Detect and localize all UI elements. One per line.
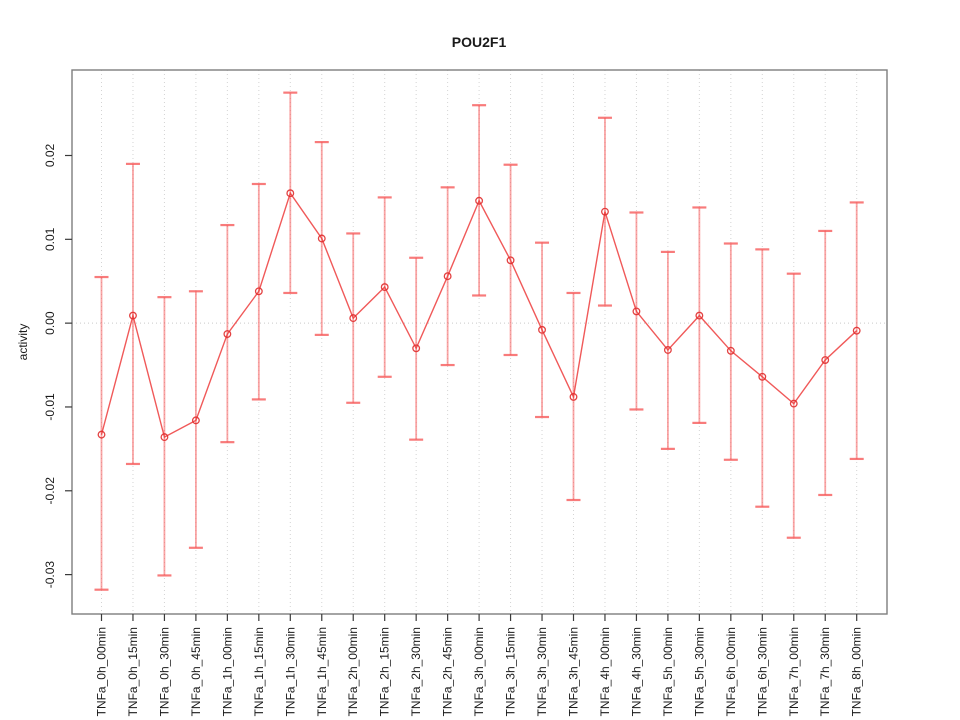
data-point [191,416,200,425]
chart-title: POU2F1 [452,34,507,50]
data-point [129,311,137,320]
x-tick-label: TNFa_3h_45min [567,627,581,716]
x-tick-label: TNFa_4h_30min [629,627,643,716]
data-point [852,326,861,335]
data-point [632,307,641,316]
data-point [663,346,672,354]
x-tick-label: TNFa_7h_30min [818,627,832,716]
data-point [821,356,830,364]
x-tick-label: TNFa_7h_00min [787,627,801,716]
data-point [349,314,358,323]
data-point [506,256,515,265]
x-tick-label: TNFa_1h_30min [283,627,297,716]
data-point [538,325,546,334]
x-tick-label: TNFa_3h_15min [504,627,518,716]
data-point [380,283,389,292]
data-point [758,372,767,381]
y-tick-label: 0.01 [43,227,57,251]
x-tick-label: TNFa_1h_45min [315,627,329,716]
x-tick-label: TNFa_2h_45min [441,627,455,716]
data-point [412,344,421,353]
y-tick-label: -0.01 [43,393,57,421]
data-point [223,330,232,338]
x-tick-label: TNFa_0h_45min [189,627,203,716]
x-tick-label: TNFa_8h_00min [850,627,864,716]
data-point [254,287,263,296]
data-point [601,207,609,216]
y-tick-label: 0.00 [43,311,57,335]
x-tick-label: TNFa_5h_00min [661,627,675,716]
x-tick-label: TNFa_2h_15min [378,627,392,716]
x-tick-label: TNFa_0h_00min [95,627,109,716]
data-point [695,311,704,320]
series-line [100,191,858,439]
x-tick-label: TNFa_1h_00min [220,627,234,716]
x-tick-label: TNFa_3h_30min [535,627,549,716]
data-point [443,272,452,281]
data-point [317,234,326,243]
y-tick-label: 0.02 [43,143,57,167]
x-tick-label: TNFa_1h_15min [252,627,266,716]
data-point [569,392,578,401]
data-point [160,433,169,442]
x-tick-label: TNFa_0h_15min [126,627,140,716]
y-tick-label: -0.03 [43,561,57,589]
x-tick-label: TNFa_5h_30min [692,627,706,716]
data-point [789,399,798,408]
data-point [286,189,295,198]
x-tick-label: TNFa_2h_30min [409,627,423,716]
x-tick-label: TNFa_4h_00min [598,627,612,716]
data-point [97,430,106,439]
x-tick-label: TNFa_2h_00min [346,627,360,716]
x-tick-label: TNFa_3h_00min [472,627,486,716]
data-point [475,196,484,205]
x-tick-label: TNFa_6h_00min [724,627,738,716]
y-tick-label: -0.02 [43,477,57,505]
x-tick-label: TNFa_6h_30min [755,627,769,716]
x-tick-label: TNFa_0h_30min [157,627,171,716]
y-axis-label: activity [16,324,30,361]
data-point [726,346,735,355]
